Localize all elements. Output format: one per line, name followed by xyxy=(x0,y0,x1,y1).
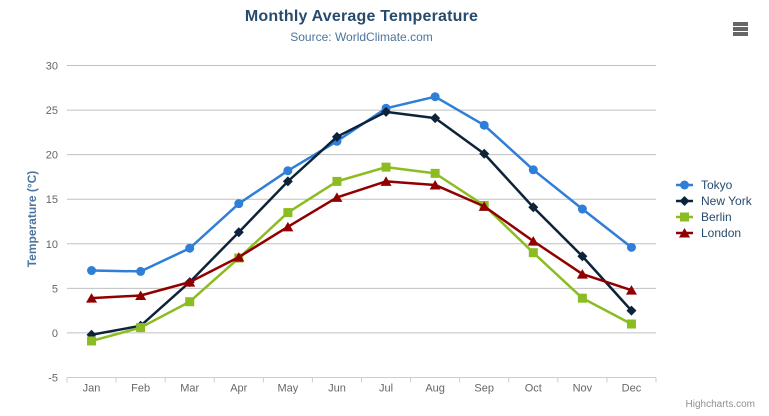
gridlines xyxy=(67,65,656,378)
series-line-london xyxy=(90,180,633,300)
x-tick-label: Jul xyxy=(379,383,393,395)
x-tick-label: Mar xyxy=(180,383,199,395)
data-point[interactable] xyxy=(282,221,294,232)
y-tick-label: 0 xyxy=(52,328,58,340)
data-point[interactable] xyxy=(332,176,342,186)
data-point[interactable] xyxy=(233,227,244,238)
data-point[interactable] xyxy=(528,248,538,258)
credits-link[interactable]: Highcharts.com xyxy=(685,399,755,410)
data-point[interactable] xyxy=(479,120,489,130)
data-point[interactable] xyxy=(625,285,637,295)
data-point[interactable] xyxy=(626,305,637,316)
y-axis-title: Temperature (°C) xyxy=(25,170,39,268)
data-point[interactable] xyxy=(527,236,539,246)
series-line-new-york xyxy=(90,110,633,336)
data-point xyxy=(680,212,689,222)
data-point[interactable] xyxy=(479,148,490,159)
chart-subtitle: Source: WorldClimate.com xyxy=(290,30,433,44)
data-point[interactable] xyxy=(136,323,146,333)
data-point[interactable] xyxy=(331,192,343,202)
y-axis-labels: -5 0 5 10 15 20 25 30 xyxy=(46,61,58,385)
data-point[interactable] xyxy=(233,252,245,262)
data-point[interactable] xyxy=(626,242,636,252)
data-point[interactable] xyxy=(283,208,293,218)
data-point xyxy=(679,228,690,238)
data-point[interactable] xyxy=(381,106,392,117)
data-point[interactable] xyxy=(185,243,195,253)
data-point xyxy=(680,180,689,190)
y-tick-label: 5 xyxy=(52,283,58,295)
data-point[interactable] xyxy=(577,251,588,262)
legend: Tokyo New York Berlin London xyxy=(676,177,752,241)
data-point[interactable] xyxy=(331,131,342,142)
legend-label: London xyxy=(701,226,742,240)
legend-item-berlin[interactable]: Berlin xyxy=(676,209,752,225)
x-tick-label: Jun xyxy=(328,383,346,395)
context-menu-button[interactable] xyxy=(733,22,748,36)
circle-marker-icon xyxy=(676,180,693,190)
triangle-marker-icon xyxy=(676,228,693,238)
series-tokyo xyxy=(87,92,636,276)
legend-label: New York xyxy=(701,194,752,208)
data-point[interactable] xyxy=(381,162,391,172)
data-point[interactable] xyxy=(135,290,147,300)
legend-item-tokyo[interactable]: Tokyo xyxy=(676,177,752,193)
legend-item-london[interactable]: London xyxy=(676,225,752,241)
series-new-york xyxy=(86,106,637,340)
legend-label: Berlin xyxy=(701,210,732,224)
hamburger-icon xyxy=(733,32,748,36)
data-point[interactable] xyxy=(429,179,441,190)
x-tick-label: Jan xyxy=(83,383,101,395)
data-point[interactable] xyxy=(528,202,539,213)
data-point[interactable] xyxy=(478,201,490,211)
data-point xyxy=(679,196,690,206)
data-point[interactable] xyxy=(430,113,441,124)
data-point[interactable] xyxy=(577,293,587,303)
data-point[interactable] xyxy=(185,297,195,307)
square-marker-icon xyxy=(676,212,693,222)
series-line-tokyo xyxy=(90,95,633,273)
data-point[interactable] xyxy=(626,319,636,329)
x-axis-labels: Jan Feb Mar Apr May Jun Jul Aug Sep Oct Nov Dec xyxy=(83,383,642,395)
data-point[interactable] xyxy=(184,277,196,287)
data-point[interactable] xyxy=(430,168,440,178)
y-tick-label: -5 xyxy=(48,373,58,385)
data-point[interactable] xyxy=(576,269,588,279)
x-tick-label: May xyxy=(277,383,298,395)
y-tick-label: 30 xyxy=(46,61,58,73)
data-point[interactable] xyxy=(282,176,293,187)
hamburger-icon xyxy=(733,22,748,26)
y-tick-label: 15 xyxy=(46,194,58,206)
y-tick-label: 20 xyxy=(46,150,58,162)
data-point[interactable] xyxy=(577,204,587,214)
x-tick-label: Oct xyxy=(525,383,542,395)
data-point[interactable] xyxy=(86,293,98,303)
data-point[interactable] xyxy=(87,336,97,346)
chart-title: Monthly Average Temperature xyxy=(244,8,479,25)
data-point[interactable] xyxy=(283,166,293,176)
data-point[interactable] xyxy=(136,266,146,276)
y-tick-label: 10 xyxy=(46,239,58,251)
y-tick-label: 25 xyxy=(46,105,58,117)
x-tick-label: Feb xyxy=(131,383,150,395)
hamburger-icon xyxy=(733,27,748,31)
diamond-marker-icon xyxy=(676,196,693,206)
data-point[interactable] xyxy=(87,266,97,276)
data-point[interactable] xyxy=(380,176,392,186)
x-tick-label: Dec xyxy=(622,383,642,395)
legend-label: Tokyo xyxy=(701,178,733,192)
x-tick-label: Apr xyxy=(230,383,247,395)
x-tick-label: Nov xyxy=(573,383,593,395)
series-london xyxy=(86,176,637,303)
x-tick-label: Sep xyxy=(474,383,494,395)
x-axis xyxy=(66,377,657,383)
legend-item-new-york[interactable]: New York xyxy=(676,193,752,209)
data-point[interactable] xyxy=(234,199,244,209)
series-line-berlin xyxy=(90,165,633,343)
data-point[interactable] xyxy=(430,92,440,102)
data-point[interactable] xyxy=(528,165,538,175)
x-tick-label: Aug xyxy=(425,383,445,395)
